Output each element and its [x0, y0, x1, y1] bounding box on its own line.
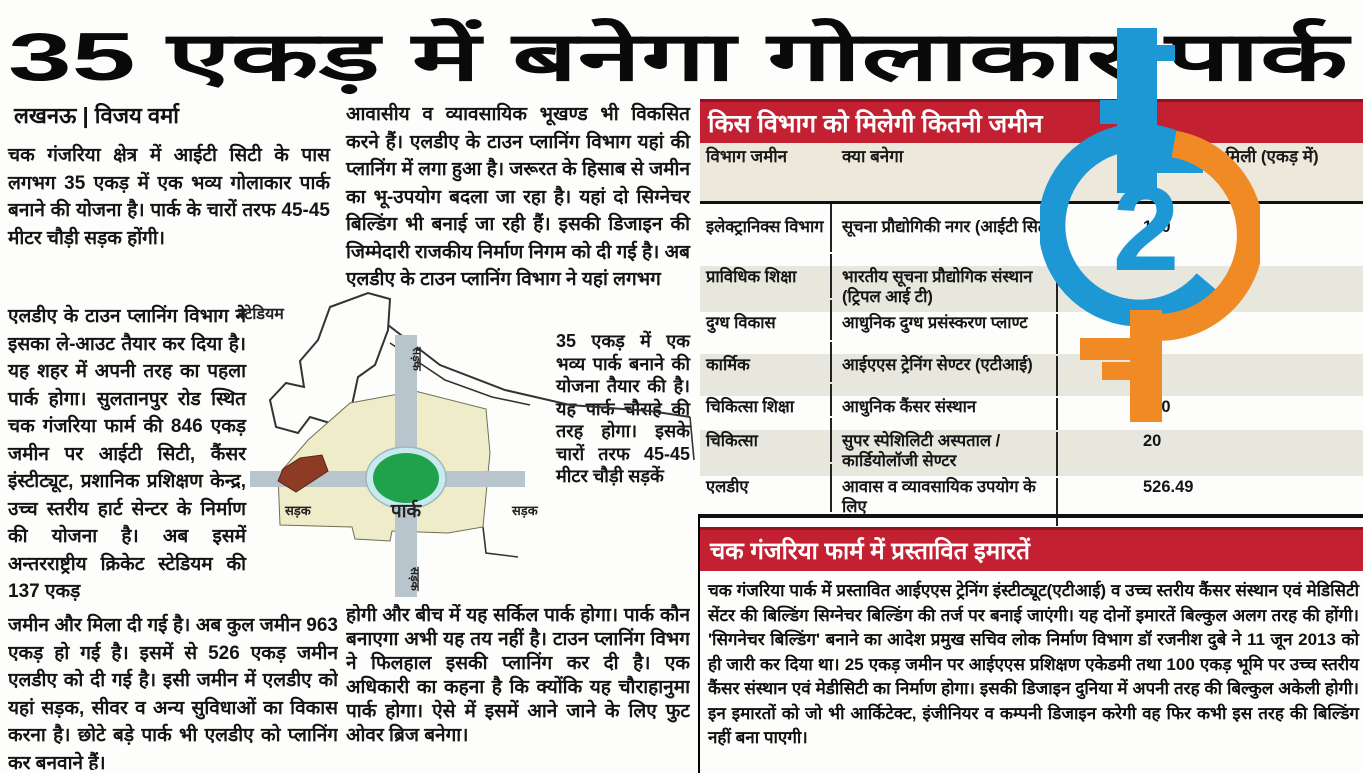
table-header-dept: विभाग जमीन [706, 147, 788, 166]
table-header-project: क्या बनेगा [842, 147, 904, 166]
table-row: एलडीए आवास व व्यावसायिक उपयोग के लिए 526… [700, 464, 1363, 526]
byline: लखनऊ | विजय वर्मा [14, 103, 179, 128]
stadium-outline [268, 291, 392, 435]
marker-number: 2 [1113, 162, 1180, 296]
number-2-marker: 2 [1040, 28, 1260, 422]
table-header-row: विभाग जमीन क्या बनेगा निर्माण के लिए मिल… [700, 143, 1363, 204]
table-row: चिकित्सा सुपर स्पेशिलिटी अस्पताल /कार्डि… [700, 418, 1363, 476]
table-row: इलेक्ट्रानिक्स विभाग सूचना प्रौद्योगिकी … [700, 204, 1363, 266]
road-label-bottom: सड़क [408, 566, 422, 592]
boundary-line-inner [389, 342, 531, 406]
plot-marker [277, 454, 329, 493]
article-middle-paragraph-2: 35 एकड़ में एक भव्य पार्क बनाने की योजना… [556, 331, 690, 486]
proposed-buildings-title: चक गंजरिया फार्म में प्रस्तावित इमारतें [700, 527, 1363, 571]
section-divider [700, 514, 1363, 518]
cell-area: 20 [1143, 432, 1162, 450]
article-left-paragraph-2: एलडीए के टाउन प्लानिंग विभाग ने इसका ले-… [8, 306, 246, 602]
cell-project: सूचना प्रौद्योगिकी नगर (आईटी सिटी) [832, 218, 1058, 266]
park-circle [373, 453, 439, 503]
cell-dept: इलेक्ट्रानिक्स विभाग [700, 204, 832, 252]
cell-project: आधुनिक कैंसर संस्थान [832, 398, 1058, 430]
cell-project: भारतीय सूचना प्रौद्योगिक संस्थान (ट्रिपल… [832, 268, 1058, 312]
article-middle-paragraph-3: होगी और बीच में यह सर्किल पार्क होगा। पा… [346, 605, 690, 746]
proposed-buildings-body: चक गंजरिया पार्क में प्रस्तावित आईएएस ट्… [708, 581, 1359, 747]
cell-area: 526.49 [1143, 478, 1194, 496]
cell-area: 100 [1143, 218, 1171, 236]
cell-dept: एलडीए [700, 464, 832, 512]
park-location-map: स्टेडियम पार्क सड़क सड़क सड़क सड़क [237, 291, 695, 597]
land-allocation-panel: किस विभाग को मिलेगी कितनी जमीन विभाग जमी… [700, 99, 1363, 526]
cell-dept: दुग्ध विकास [700, 300, 832, 340]
cell-dept: चिकित्सा शिक्षा [700, 384, 832, 416]
cell-dept: प्राविधिक शिक्षा [700, 254, 832, 298]
article-middle-paragraph-1: आवासीय व व्यावसायिक भूखण्ड भी विकसित करन… [346, 104, 690, 290]
cell-project: सुपर स्पेशिलिटी अस्पताल /कार्डियोलॉजी से… [832, 432, 1058, 476]
cell-project: आवास व व्यावसायिक उपयोग के लिए [832, 478, 1058, 526]
table-row: प्राविधिक शिक्षा भारतीय सूचना प्रौद्योगि… [700, 254, 1363, 312]
boundary-line-upper [387, 324, 691, 418]
road-label-left: सड़क [284, 503, 312, 518]
marker-orange-key [1080, 130, 1260, 422]
article-left-paragraph-3: जमीन और मिला दी गई है। अब कुल जमीन 963 ए… [8, 615, 338, 770]
park-label: पार्क [390, 499, 423, 522]
cell-dept: कार्मिक [700, 342, 832, 382]
cell-dept: चिकित्सा [700, 418, 832, 462]
cell-project: आधुनिक दुग्ध प्रसंस्करण प्लाण्ट [832, 314, 1058, 354]
land-allocation-title: किस विभाग को मिलेगी कितनी जमीन [700, 99, 1363, 143]
boundary-line-right [482, 416, 695, 558]
cell-project: आईएएस ट्रेनिंग सेण्टर (एटीआई) [832, 356, 1058, 396]
road-label-right: सड़क [511, 503, 539, 518]
article-left-paragraph-1: चक गंजरिया क्षेत्र में आईटी सिटी के पास … [8, 145, 330, 249]
stadium-label: स्टेडियम [237, 304, 285, 323]
proposed-buildings-section: चक गंजरिया फार्म में प्रस्तावित इमारतें … [698, 514, 1363, 773]
road-label-top: सड़क [410, 346, 424, 372]
